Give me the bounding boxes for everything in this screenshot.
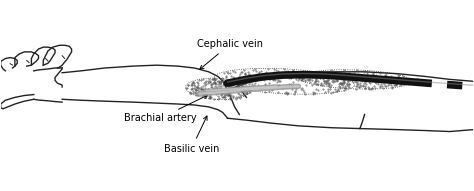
Text: Basilic vein: Basilic vein [164,116,219,154]
Text: Cephalic vein: Cephalic vein [197,39,263,69]
Text: Brachial artery: Brachial artery [124,95,208,123]
